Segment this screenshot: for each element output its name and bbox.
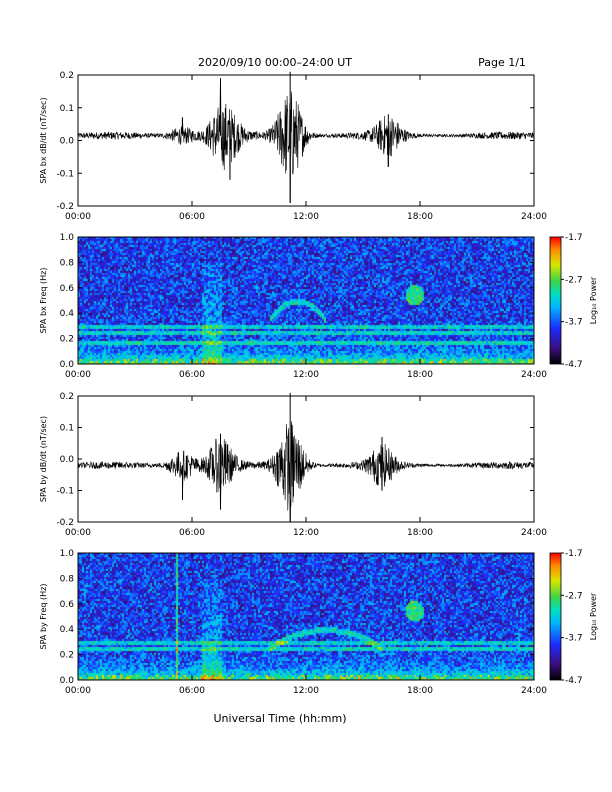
colorbar-label: Log₁₀ Power: [589, 276, 598, 324]
colorbar-tick-label: -1.7: [565, 549, 583, 559]
y-tick-label: 1.0: [60, 549, 75, 559]
page-number: Page 1/1: [478, 56, 526, 69]
x-tick-label: 18:00: [407, 370, 433, 380]
y-axis-label: SPA by Freq (Hz): [39, 584, 48, 650]
x-tick-label: 00:00: [65, 686, 91, 696]
x-tick-label: 06:00: [179, 686, 205, 696]
x-tick-label: 12:00: [293, 212, 319, 222]
x-tick-label: 18:00: [407, 212, 433, 222]
spectrogram-image: [78, 237, 534, 364]
spectrogram-canvas: [78, 237, 534, 364]
y-tick-label: 0.4: [60, 625, 75, 635]
y-tick-label: 0.2: [60, 651, 74, 661]
by-spectrogram-panel: 00:00 06:00 12:00 18:00 24:00 1.0 0.8 0.6 0.4 0.2…: [39, 549, 598, 696]
y-tick-label: 0.0: [60, 676, 75, 686]
y-tick-label: 0.2: [60, 335, 74, 345]
x-tick-label: 24:00: [521, 370, 547, 380]
x-tick-label: 24:00: [521, 212, 547, 222]
x-tick-label: 18:00: [407, 528, 433, 538]
figure-title: 2020/09/10 00:00–24:00 UT: [198, 56, 352, 69]
x-tick-label: 06:00: [179, 212, 205, 222]
colorbar-tick-label: -4.7: [565, 360, 583, 370]
y-tick-label: 0.4: [60, 309, 75, 319]
x-axis-label: Universal Time (hh:mm): [214, 712, 347, 725]
colorbar-tick-label: -1.7: [565, 233, 583, 243]
y-axis-label: SPA bx dB/dt (nT/sec): [39, 97, 48, 183]
x-tick-label: 06:00: [179, 370, 205, 380]
y-tick-label: 0.1: [60, 424, 74, 434]
y-tick-label: 0.8: [60, 258, 75, 268]
waveform-trace: [77, 421, 535, 523]
colorbar: [549, 552, 562, 681]
waveform-trace: [77, 77, 535, 204]
y-tick-label: 0.6: [60, 600, 75, 610]
y-tick-label: -0.1: [56, 487, 74, 497]
colorbar-tick-label: -2.7: [565, 275, 583, 285]
x-tick-label: 12:00: [293, 370, 319, 380]
x-tick-label: 00:00: [65, 370, 91, 380]
colorbar-label: Log₁₀ Power: [589, 592, 598, 640]
colorbar-tick-label: -4.7: [565, 676, 583, 686]
y-tick-label: 0.6: [60, 284, 75, 294]
x-tick-label: 00:00: [65, 528, 91, 538]
colorbar: [549, 236, 562, 365]
y-tick-label: 0.0: [60, 360, 75, 370]
x-tick-label: 06:00: [179, 528, 205, 538]
x-tick-label: 00:00: [65, 212, 91, 222]
by-waveform-panel: 00:00 06:00 12:00 18:00 24:00 0.2 0.1 0.0 -0.1 -0…: [39, 392, 547, 538]
bx-spectrogram-panel: 00:00 06:00 12:00 18:00 24:00 1.0 0.8 0.6 0.4 0.2…: [39, 233, 598, 380]
spectrogram-canvas: [78, 553, 534, 680]
y-axis-label: SPA by dB/dt (nT/sec): [39, 416, 48, 502]
y-tick-label: 0.2: [60, 71, 74, 81]
colorbar-tick-label: -2.7: [565, 591, 583, 601]
bx-waveform-panel: 00:00 06:00 12:00 18:00 24:00 0.2 0.1 0.0 -0.1 -0…: [39, 71, 547, 222]
y-tick-label: -0.1: [56, 169, 74, 179]
spectrogram-image: [78, 553, 534, 680]
x-tick-label: 12:00: [293, 528, 319, 538]
y-tick-label: -0.2: [56, 202, 74, 212]
x-tick-label: 18:00: [407, 686, 433, 696]
y-tick-label: 0.8: [60, 574, 75, 584]
y-tick-label: -0.2: [56, 518, 74, 528]
x-tick-label: 24:00: [521, 686, 547, 696]
y-tick-label: 0.1: [60, 104, 74, 114]
y-tick-label: 1.0: [60, 233, 75, 243]
y-tick-label: 0.0: [60, 137, 75, 147]
y-axis-label: SPA bx Freq (Hz): [39, 268, 48, 334]
y-tick-label: 0.0: [60, 455, 75, 465]
y-tick-label: 0.2: [60, 392, 74, 402]
colorbar-tick-label: -3.7: [565, 318, 583, 328]
x-tick-label: 24:00: [521, 528, 547, 538]
x-tick-label: 12:00: [293, 686, 319, 696]
colorbar-tick-label: -3.7: [565, 634, 583, 644]
